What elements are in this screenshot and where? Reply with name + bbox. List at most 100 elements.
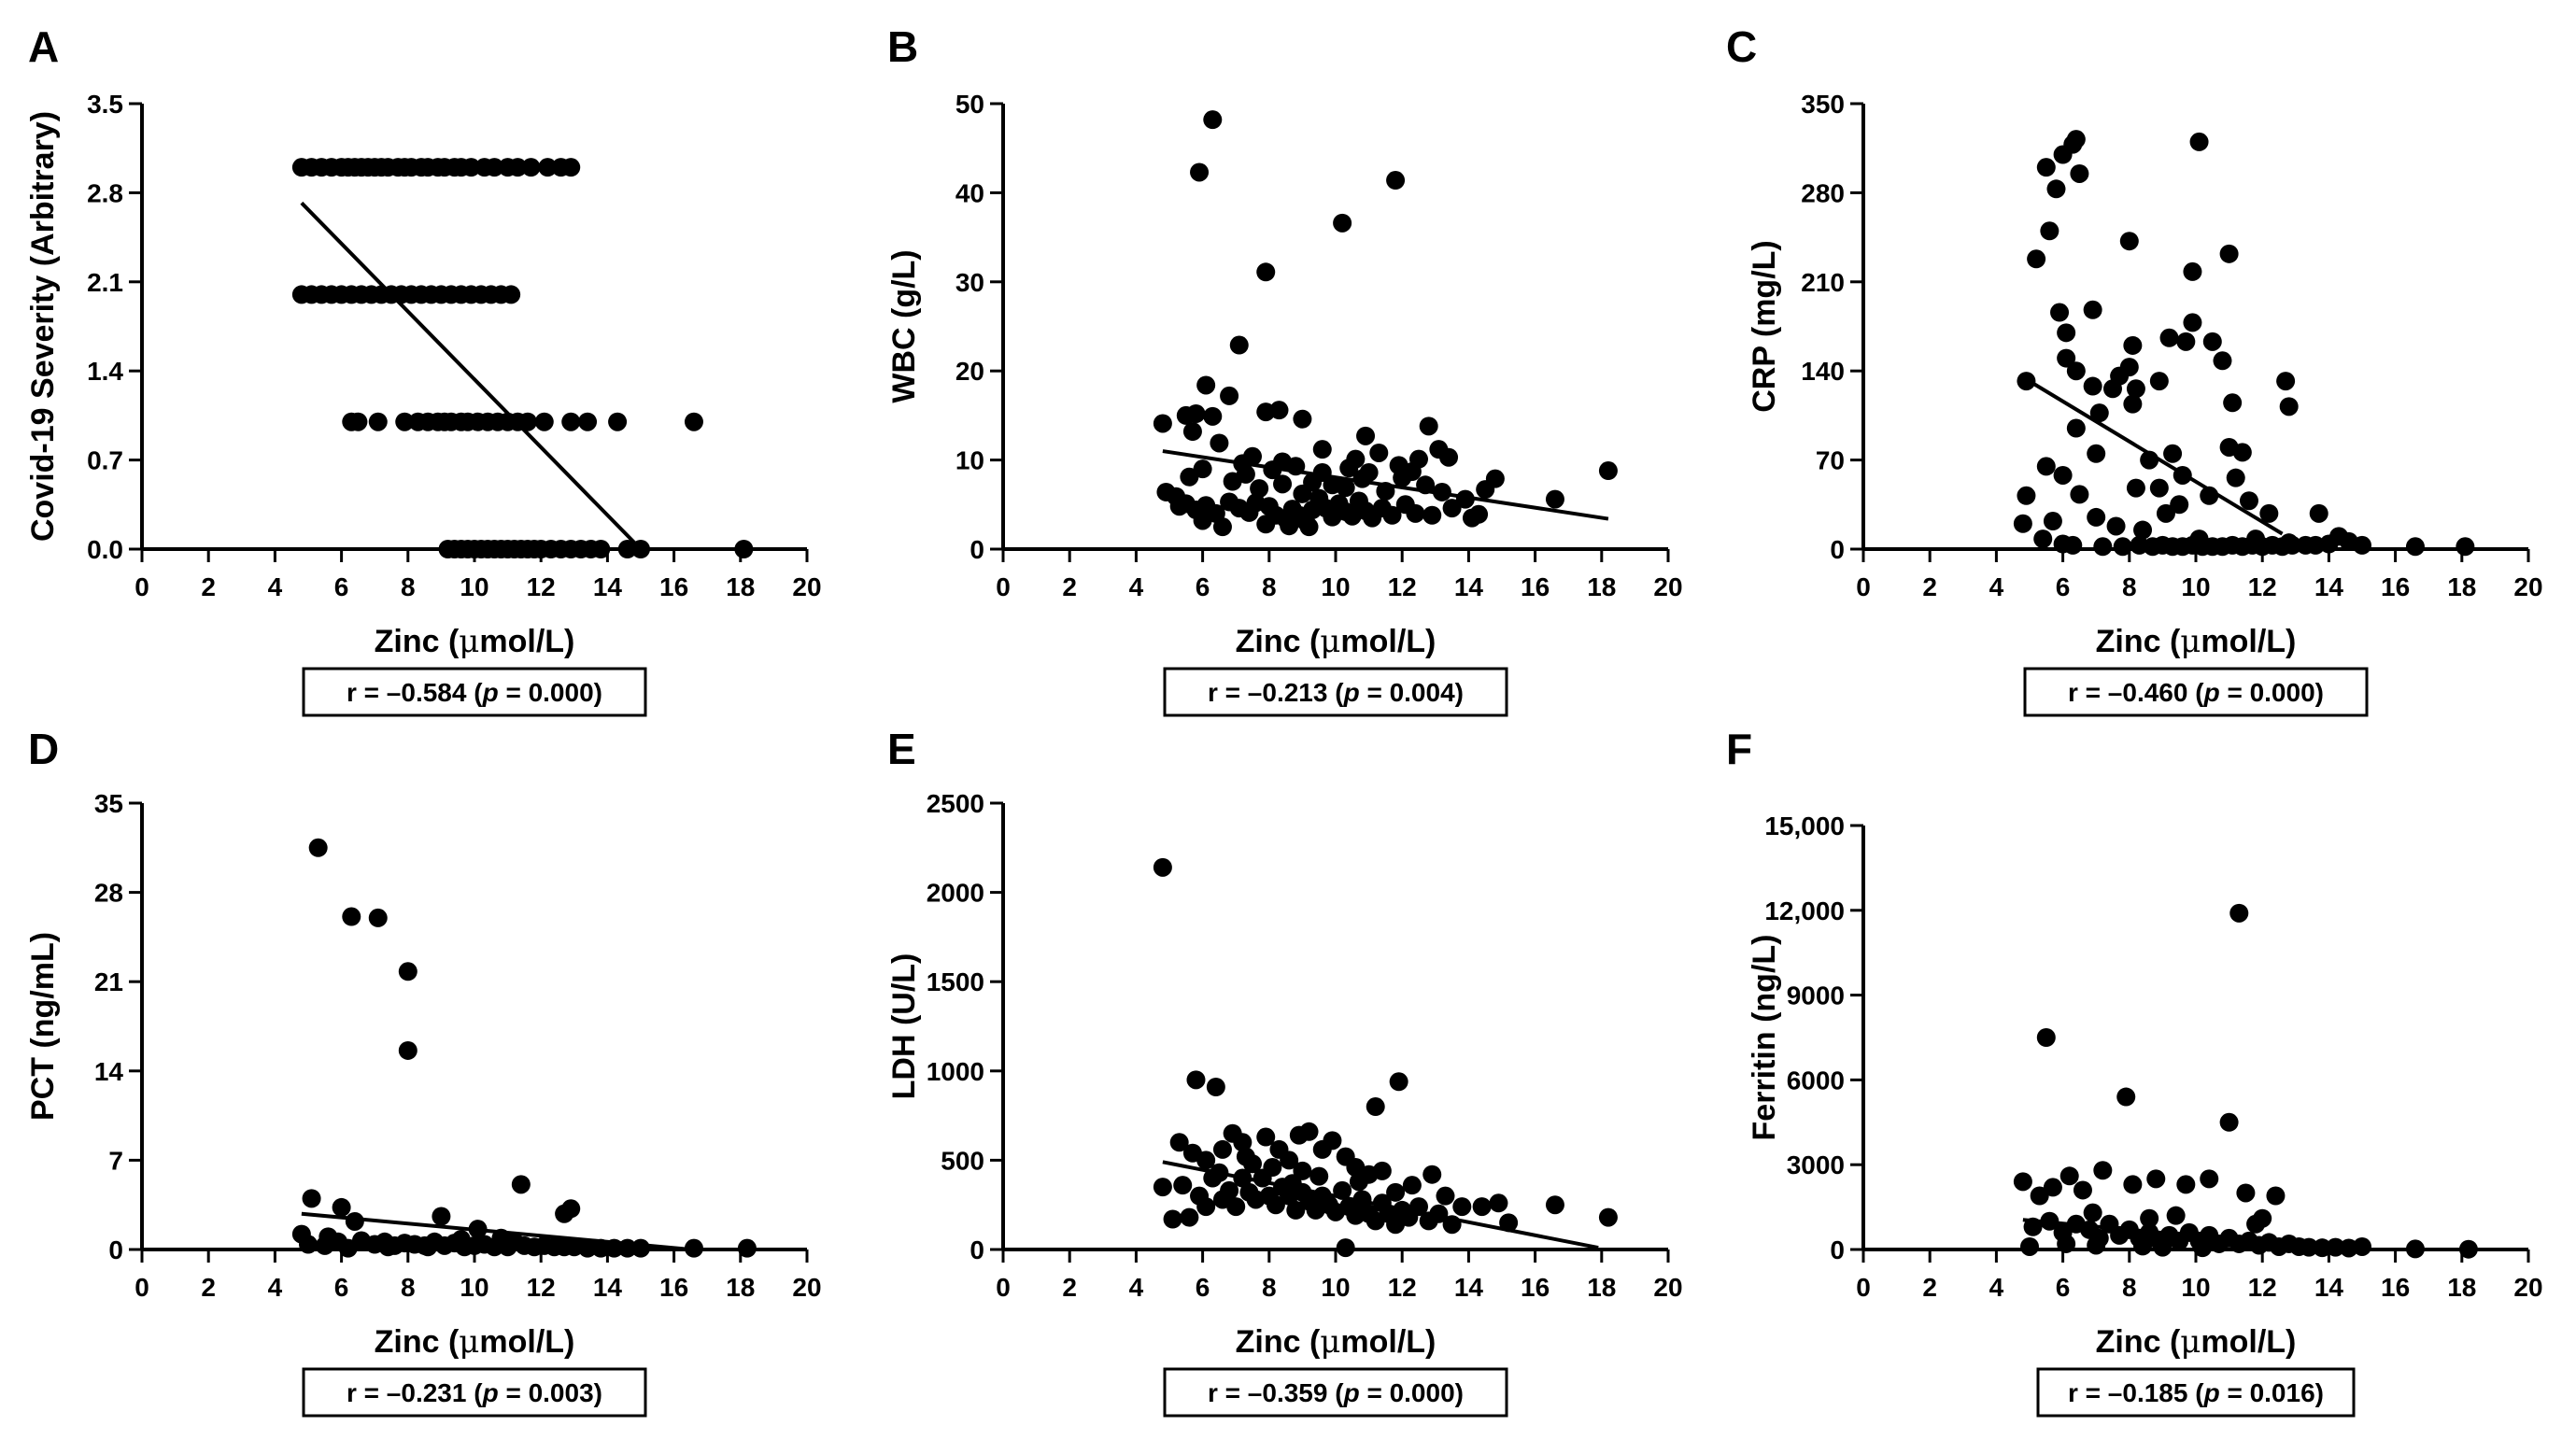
data-point bbox=[2057, 323, 2076, 343]
panel-letter: B bbox=[887, 22, 918, 71]
data-point bbox=[2123, 1175, 2143, 1194]
x-tick-label: 10 bbox=[460, 1273, 488, 1302]
data-point bbox=[1203, 406, 1223, 426]
data-point bbox=[1256, 262, 1276, 282]
data-point bbox=[2159, 328, 2179, 347]
x-axis-label-suffix: mol/L) bbox=[479, 624, 574, 659]
y-tick-label: 7 bbox=[108, 1146, 123, 1175]
data-point bbox=[1382, 505, 1402, 525]
data-point bbox=[1485, 469, 1505, 488]
data-point bbox=[2030, 1186, 2049, 1206]
data-point bbox=[1180, 1207, 1199, 1227]
data-point bbox=[432, 1207, 451, 1226]
data-point bbox=[2146, 1169, 2166, 1189]
data-point bbox=[1226, 1197, 1246, 1217]
chart-panel-e: E 0 2 4 6 8 10 12 14 16 18 20 0 500 1000 1500 2000 2500 LD… bbox=[886, 725, 1683, 1418]
data-point bbox=[1469, 504, 1489, 524]
x-axis-label-suffix: mol/L) bbox=[2201, 1324, 2296, 1360]
y-tick-label: 70 bbox=[1816, 446, 1845, 475]
x-tick-label: 0 bbox=[134, 1273, 149, 1302]
data-point bbox=[1256, 1127, 1276, 1147]
data-point bbox=[1376, 481, 1395, 501]
x-axis-label-mu: μ bbox=[1320, 623, 1340, 660]
y-tick-label: 0.7 bbox=[87, 446, 123, 475]
y-tick-label: 2.8 bbox=[87, 178, 123, 207]
data-point bbox=[2087, 507, 2106, 527]
data-point bbox=[1309, 1166, 1329, 1186]
x-tick-label: 16 bbox=[659, 572, 688, 601]
data-point bbox=[395, 412, 415, 431]
data-point bbox=[1282, 1174, 1302, 1193]
data-point bbox=[368, 908, 388, 927]
x-tick-label: 16 bbox=[1521, 572, 1550, 601]
data-point bbox=[2223, 393, 2243, 413]
data-point bbox=[2123, 335, 2143, 355]
y-axis-label: LDH (U/L) bbox=[886, 953, 922, 1100]
data-point bbox=[2226, 468, 2245, 487]
data-point bbox=[1196, 375, 1216, 395]
x-tick-label: 6 bbox=[1196, 1273, 1210, 1302]
y-tick-label: 0 bbox=[1830, 1235, 1845, 1264]
data-point bbox=[1250, 479, 1269, 499]
data-point bbox=[2219, 244, 2239, 263]
data-point bbox=[561, 1199, 581, 1219]
x-tick-label: 0 bbox=[1856, 572, 1871, 601]
data-point bbox=[2013, 514, 2032, 533]
data-point bbox=[2093, 537, 2113, 557]
x-tick-label: 4 bbox=[1989, 572, 2004, 601]
y-tick-label: 12,000 bbox=[1764, 896, 1845, 925]
y-tick-label: 0 bbox=[970, 1235, 984, 1264]
data-point bbox=[1455, 489, 1475, 509]
data-point bbox=[1196, 1151, 1216, 1170]
data-point bbox=[2200, 1169, 2219, 1189]
data-point bbox=[2193, 1238, 2213, 1258]
data-point bbox=[2163, 444, 2183, 463]
chart-panel-c: C 0 2 4 6 8 10 12 14 16 18 20 0 70 140 210 280 350 CRP (mg… bbox=[1726, 22, 2543, 717]
data-point bbox=[737, 1238, 757, 1258]
data-point bbox=[1210, 1163, 1229, 1182]
data-point bbox=[2326, 1237, 2345, 1257]
data-point bbox=[1356, 426, 1376, 445]
data-point bbox=[2353, 1236, 2371, 1256]
x-tick-label: 4 bbox=[1129, 1273, 1144, 1302]
x-tick-label: 10 bbox=[2181, 1273, 2210, 1302]
data-point bbox=[2140, 1208, 2159, 1228]
data-point bbox=[684, 412, 703, 431]
data-point bbox=[1212, 1139, 1232, 1159]
data-point bbox=[2113, 537, 2132, 557]
data-point bbox=[1336, 478, 1355, 498]
data-point bbox=[1402, 462, 1422, 482]
data-point bbox=[2070, 163, 2089, 183]
data-point bbox=[1233, 1168, 1253, 1188]
data-point bbox=[2259, 503, 2279, 523]
data-point bbox=[1333, 213, 1352, 233]
panel-letter: C bbox=[1726, 22, 1757, 71]
y-tick-label: 15,000 bbox=[1764, 812, 1845, 840]
x-axis-label-prefix: Zinc ( bbox=[375, 624, 460, 659]
x-tick-label: 10 bbox=[1321, 1273, 1350, 1302]
x-axis-label-mu: μ bbox=[459, 1323, 479, 1361]
data-point bbox=[1280, 1151, 1299, 1170]
stat-p-symbol: p bbox=[2203, 678, 2220, 707]
data-point bbox=[2066, 418, 2086, 438]
data-point bbox=[1386, 1182, 1406, 1202]
data-point bbox=[2013, 1172, 2032, 1192]
x-axis-label-suffix: mol/L) bbox=[1340, 624, 1436, 659]
y-axis-label: PCT (ng/mL) bbox=[25, 932, 61, 1121]
x-tick-label: 18 bbox=[2447, 572, 2476, 601]
data-point bbox=[2036, 1028, 2056, 1047]
data-point bbox=[502, 285, 521, 304]
x-tick-label: 14 bbox=[593, 1273, 623, 1302]
data-point bbox=[1280, 516, 1299, 536]
data-point bbox=[1598, 1207, 1618, 1227]
stat-box bbox=[2023, 667, 2369, 717]
x-tick-label: 6 bbox=[1196, 572, 1210, 601]
data-point bbox=[631, 1238, 650, 1258]
y-tick-label: 3000 bbox=[1787, 1151, 1845, 1179]
stat-suffix: = 0.000) bbox=[2220, 678, 2324, 707]
data-point bbox=[1233, 1133, 1253, 1152]
data-point bbox=[1442, 1215, 1462, 1235]
stat-prefix: r = –0.460 ( bbox=[2068, 678, 2204, 707]
chart-panel-f: F 0 2 4 6 8 10 12 14 16 18 20 0 3000 6000 9000 12,000 15,… bbox=[1726, 725, 2543, 1418]
